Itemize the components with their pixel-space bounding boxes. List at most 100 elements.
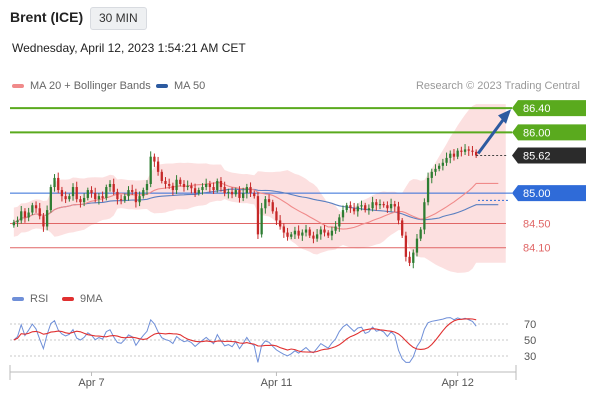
- candle-body: [282, 226, 285, 233]
- candle: [223, 181, 226, 197]
- candle-body: [175, 179, 178, 191]
- candle-body: [134, 191, 138, 203]
- candle-body: [463, 149, 467, 152]
- candle: [16, 216, 19, 227]
- candle: [423, 198, 426, 235]
- candle: [101, 191, 104, 202]
- candle-body: [179, 179, 182, 184]
- candle: [430, 168, 433, 184]
- legend-item-rsi[interactable]: RSI: [12, 293, 48, 305]
- candle: [463, 144, 467, 155]
- candle-body: [138, 196, 141, 203]
- candle-body: [164, 180, 167, 184]
- candle-body: [271, 202, 274, 212]
- candle: [312, 231, 315, 244]
- candle-body: [475, 151, 478, 156]
- candle: [271, 199, 274, 214]
- candle: [31, 202, 34, 215]
- legend-item-ma50[interactable]: MA 50: [156, 80, 205, 92]
- candle-body: [216, 180, 219, 191]
- timeframe-badge[interactable]: 30 MIN: [90, 7, 147, 30]
- rsi-tick-50: 50: [524, 335, 536, 347]
- candle-body: [249, 187, 252, 194]
- candle-body: [53, 177, 56, 188]
- level-tag-85-62: 85.62: [512, 147, 586, 164]
- candle-body: [105, 187, 108, 198]
- candle-body: [415, 238, 419, 253]
- candle: [441, 158, 445, 171]
- candle: [267, 194, 271, 207]
- header-bar: Brent (ICE) 30 MIN: [0, 0, 590, 36]
- candle: [375, 199, 378, 211]
- candle: [205, 178, 208, 191]
- forecast-arrowhead: [498, 109, 511, 124]
- candle-body: [312, 235, 315, 239]
- candle-body: [38, 208, 41, 217]
- candle-body: [23, 211, 27, 218]
- candle-body: [171, 185, 175, 191]
- candle: [364, 202, 367, 213]
- candle: [138, 191, 141, 207]
- candle: [171, 182, 175, 196]
- candle-body: [419, 229, 422, 239]
- candle-body: [256, 196, 260, 235]
- candle-body: [82, 197, 86, 203]
- candle-body: [131, 190, 134, 192]
- candle: [341, 205, 345, 222]
- candle: [216, 178, 219, 193]
- candle-body: [338, 217, 341, 227]
- candle: [57, 172, 60, 194]
- candle-body: [323, 229, 326, 233]
- candle-body: [423, 202, 426, 230]
- candle-body: [430, 171, 433, 178]
- ma20-line: [13, 182, 499, 230]
- candle-body: [90, 190, 93, 194]
- candle-body: [349, 205, 352, 209]
- legend-item-9ma[interactable]: 9MA: [62, 293, 103, 305]
- candle: [449, 150, 452, 164]
- candle: [345, 202, 348, 213]
- candle: [282, 223, 285, 238]
- candle: [293, 226, 297, 239]
- candle: [275, 207, 278, 226]
- candle-body: [467, 149, 470, 151]
- candle-body: [156, 161, 160, 172]
- candle-body: [153, 156, 156, 162]
- candle-body: [471, 150, 474, 152]
- candle-body: [208, 184, 212, 188]
- candle: [12, 219, 15, 228]
- candle: [68, 193, 71, 202]
- x-tick-label: Apr 11: [261, 377, 293, 389]
- x-tick-label: Apr 12: [441, 377, 473, 389]
- candle-body: [219, 180, 223, 188]
- candle-body: [142, 190, 145, 197]
- candle: [393, 200, 396, 212]
- candle: [175, 175, 178, 194]
- candle: [323, 224, 326, 237]
- candle-body: [445, 157, 448, 163]
- candle: [389, 198, 393, 212]
- candle: [153, 153, 156, 167]
- candle-body: [31, 205, 34, 213]
- candle: [386, 201, 389, 213]
- level-label-84-10: 84.10: [523, 243, 551, 255]
- level-tag-85-00: 85.00: [512, 185, 586, 202]
- candle-body: [16, 220, 19, 223]
- candle-body: [327, 232, 330, 236]
- candle-body: [182, 184, 186, 188]
- candle-body: [441, 162, 445, 166]
- legend-label: RSI: [30, 293, 49, 305]
- candle: [142, 187, 145, 199]
- x-tick-label: Apr 7: [78, 377, 104, 389]
- candle: [108, 180, 112, 192]
- legend-swatch: [62, 297, 74, 301]
- candle: [408, 251, 411, 267]
- candle-body: [408, 256, 411, 263]
- candle-body: [79, 199, 82, 203]
- legend-swatch: [12, 297, 24, 301]
- candle: [471, 146, 474, 156]
- legend-item-ma20[interactable]: MA 20 + Bollinger Bands: [12, 80, 151, 92]
- rsi-tick-70: 70: [524, 319, 536, 331]
- candle: [38, 202, 41, 220]
